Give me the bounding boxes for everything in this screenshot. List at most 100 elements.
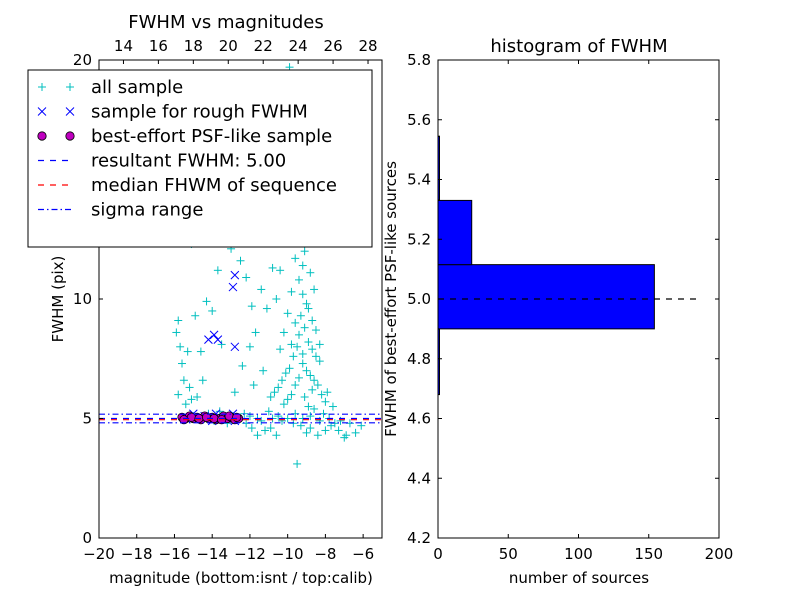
left-x-axis-ticks: −20 −18 −16 −14 −12 −10 −8 −6 [83,534,374,563]
series-0-point-67 [308,385,317,394]
legend-item-2: best-effort PSF-like sample [37,126,332,147]
right-y-tick-label: 5.2 [407,230,431,248]
series-0-point-112 [351,428,360,437]
left-x-axis-label: magnitude (bottom:isnt / top:calib) [109,569,373,587]
series-0-point-152 [308,316,317,325]
series-0-point-18 [208,306,217,315]
series-0-point-26 [242,273,251,282]
right-y-tick-label: 5.4 [407,171,431,189]
left-y-tick-label: 0 [82,529,92,547]
series-0-point-148 [310,285,319,294]
series-0-point-47 [300,323,309,332]
series-1-point-4 [204,335,213,344]
series-0-point-9 [179,376,188,385]
series-0-point-58 [298,359,307,368]
series-0-point-108 [230,388,239,397]
series-0-point-128 [334,426,343,435]
series-0-point-135 [245,412,254,421]
series-0-point-59 [302,366,311,375]
legend-marker-0-b [66,83,74,91]
legend-marker-1-a [37,107,47,116]
series-0-point-25 [236,256,245,265]
series-0-point-27 [247,302,256,311]
series-0-point-68 [294,373,303,382]
series-0-point-75 [310,404,319,413]
legend-item-1: sample for rough FWHM [37,102,308,123]
right-y-tick-label: 5.0 [407,290,431,308]
series-0-point-89 [266,424,275,433]
legend-marker-1-b [65,107,75,116]
series-0-point-98 [291,318,300,327]
series-0-point-146 [300,247,309,256]
series-0-point-102 [272,295,281,303]
series-0-point-110 [249,381,258,390]
series-0-point-88 [272,431,281,440]
series-0-point-71 [283,395,292,404]
series-0-point-45 [302,299,311,308]
series-0-point-95 [279,328,288,337]
series-0-point-81 [323,388,332,397]
series-0-point-61 [310,376,319,385]
right-chart-title: histogram of FWHM [490,36,667,57]
series-0-point-10 [174,390,183,399]
series-1-point-0-b [230,270,240,280]
series-0-point-48 [304,338,313,347]
series-0-point-15 [191,311,200,320]
legend-item-4: median FHWM of sequence [38,175,337,196]
right-x-tick-label: 0 [433,545,443,563]
series-0-point-19 [213,266,222,275]
series-0-point-87 [293,459,302,468]
series-0-point-51 [289,352,298,361]
right-x-axis-label: number of sources [509,569,649,587]
right-y-tick-label: 4.8 [407,350,431,368]
series-0-point-64 [321,397,330,406]
left-x-tick-label: −6 [352,545,374,563]
series-1-point-4-b [204,335,213,344]
series-0-point-85 [313,431,322,440]
right-x-axis-ticks: 0 50 100 150 200 [433,60,733,563]
series-0-point-43 [294,275,303,284]
left-top-tick-label: 20 [219,37,238,55]
left-y-tick-label: 10 [73,290,92,308]
series-1-point-5-b [213,335,223,344]
legend: all sample sample for rough FWHM best-effo… [27,69,373,248]
series-0-point-46 [296,311,305,320]
series-0-point-7 [176,342,185,351]
left-data-points [172,63,366,468]
series-0-point-11 [181,400,190,409]
legend-marker-0-a [38,83,46,91]
histogram-bars [437,135,655,396]
left-x-tick-label: −14 [196,545,228,563]
right-x-tick-label: 100 [564,545,593,563]
series-0-point-83 [302,428,311,437]
series-0-point-14 [187,395,196,404]
series-0-point-136 [257,416,266,425]
legend-label-5: sigma range [91,200,203,221]
legend-marker-2-a [37,131,47,141]
series-0-point-106 [245,342,254,351]
right-y-axis-label: FWHM of best-effort PSF-like sources [382,161,400,437]
series-0-point-103 [276,266,285,275]
series-0-point-42 [291,254,300,263]
series-0-point-69 [291,381,300,390]
left-x-tick-label: −18 [121,545,153,563]
series-0-point-12 [183,347,192,356]
left-y-tick-label: 5 [82,410,92,428]
left-y-axis-label: FWHM (pix) [49,256,67,343]
right-y-tick-label: 5.8 [407,51,431,69]
left-top-tick-label: 14 [114,37,133,55]
series-0-point-21 [198,376,207,385]
series-0-point-86 [321,426,330,435]
right-y-tick-label: 4.6 [407,410,431,428]
series-0-point-20 [217,340,226,349]
right-x-tick-label: 50 [499,545,518,563]
series-1-point-1 [228,282,238,292]
series-0-point-129 [342,431,351,440]
series-0-point-74 [304,402,313,411]
right-y-tick-label: 5.6 [407,111,431,129]
series-0-point-73 [300,392,309,401]
right-x-tick-label: 200 [705,545,734,563]
series-0-point-105 [262,304,271,313]
series-0-point-92 [247,424,256,433]
legend-item-0: all sample [38,77,183,98]
